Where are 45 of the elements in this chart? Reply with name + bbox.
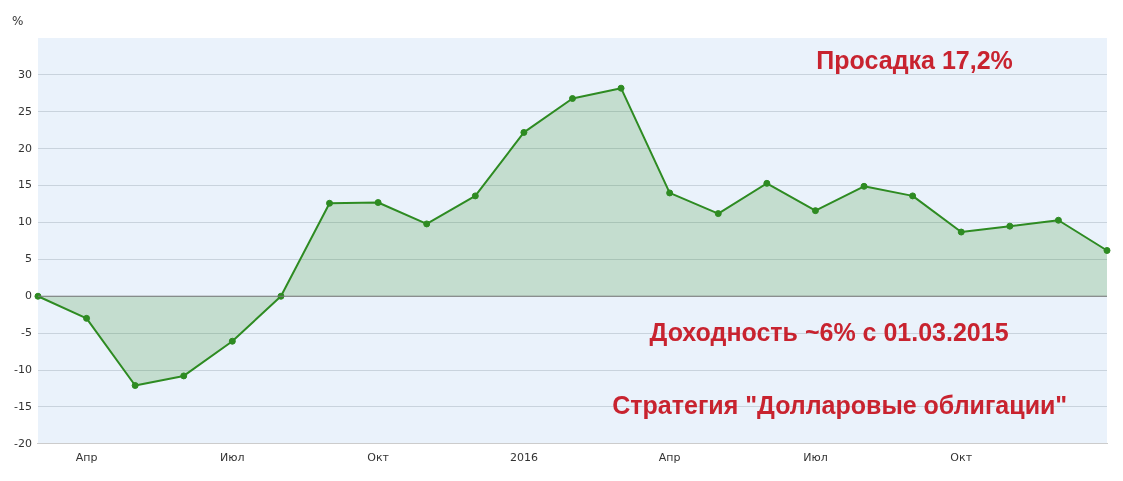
y-tick-label: 15	[17, 178, 32, 192]
x-tick-label: Апр	[658, 451, 681, 465]
x-tick-label: 2016	[509, 451, 538, 465]
point	[714, 210, 722, 218]
annotation: Просадка 17,2%	[816, 46, 1013, 75]
point	[374, 199, 382, 207]
x-tick-label: Окт	[367, 451, 390, 465]
y-tick-label: -5	[21, 325, 32, 339]
x-tick-label: Июл	[803, 451, 828, 465]
point	[909, 192, 917, 200]
point	[131, 382, 139, 390]
y-tick-label: 25	[17, 104, 32, 118]
point	[326, 199, 334, 207]
point	[568, 95, 576, 102]
y-tick-label: 20	[17, 141, 32, 155]
annotation: Доходность ~6% с 01.03.2015	[649, 318, 1009, 347]
point	[471, 192, 479, 200]
y-tick-label: 30	[17, 67, 32, 81]
point	[520, 128, 528, 136]
point	[860, 182, 868, 190]
point	[1103, 246, 1111, 254]
point	[83, 314, 91, 322]
point	[811, 207, 819, 215]
y-tick-label: -10	[14, 362, 32, 376]
point	[763, 179, 771, 187]
y-tick-label: -20	[14, 436, 32, 450]
point	[617, 84, 625, 92]
point	[1054, 216, 1062, 224]
x-tick-label: Июл	[220, 451, 245, 465]
y-axis-title: %	[12, 14, 24, 29]
y-tick-label: -15	[14, 399, 32, 413]
point	[957, 228, 965, 236]
y-tick-label: 0	[24, 289, 32, 303]
point	[666, 189, 674, 197]
point	[423, 220, 431, 228]
point	[1006, 222, 1014, 230]
x-tick-label: Окт	[950, 451, 973, 465]
y-tick-label: 5	[24, 252, 32, 266]
point	[277, 292, 285, 300]
y-tick-label: 10	[17, 215, 32, 229]
point	[180, 372, 188, 380]
x-tick-label: Апр	[75, 451, 98, 465]
annotation: Стратегия "Долларовые облигации"	[612, 391, 1068, 420]
point	[228, 337, 236, 345]
point	[34, 292, 42, 300]
